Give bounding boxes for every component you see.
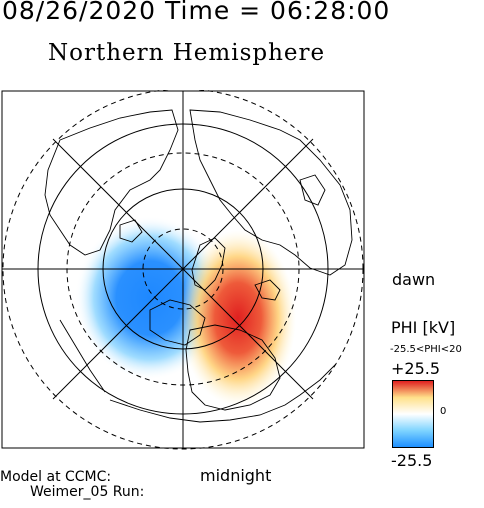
colorbar-zero-label: 0 xyxy=(440,406,447,417)
hemisphere-title: Northern Hemisphere xyxy=(48,40,326,66)
colorbar xyxy=(392,380,434,448)
colorbar-title: PHI [kV] xyxy=(391,318,456,337)
run-label: Weimer_05 Run: xyxy=(30,484,145,500)
midnight-label: midnight xyxy=(200,466,272,485)
colorbar-range-text: -25.5<PHI<20 xyxy=(390,344,462,355)
dawn-label: dawn xyxy=(392,270,436,289)
colorbar-min-label: -25.5 xyxy=(391,451,433,470)
coastlines xyxy=(44,109,353,423)
meridian-lines xyxy=(2,91,364,448)
date-time-title: 08/26/2020 Time = 06:28:00 xyxy=(2,0,391,25)
colorbar-max-label: +25.5 xyxy=(391,359,441,378)
polar-potential-map xyxy=(1,90,365,450)
positive-potential-cell xyxy=(180,230,296,406)
model-label: Model at CCMC: xyxy=(0,469,112,485)
